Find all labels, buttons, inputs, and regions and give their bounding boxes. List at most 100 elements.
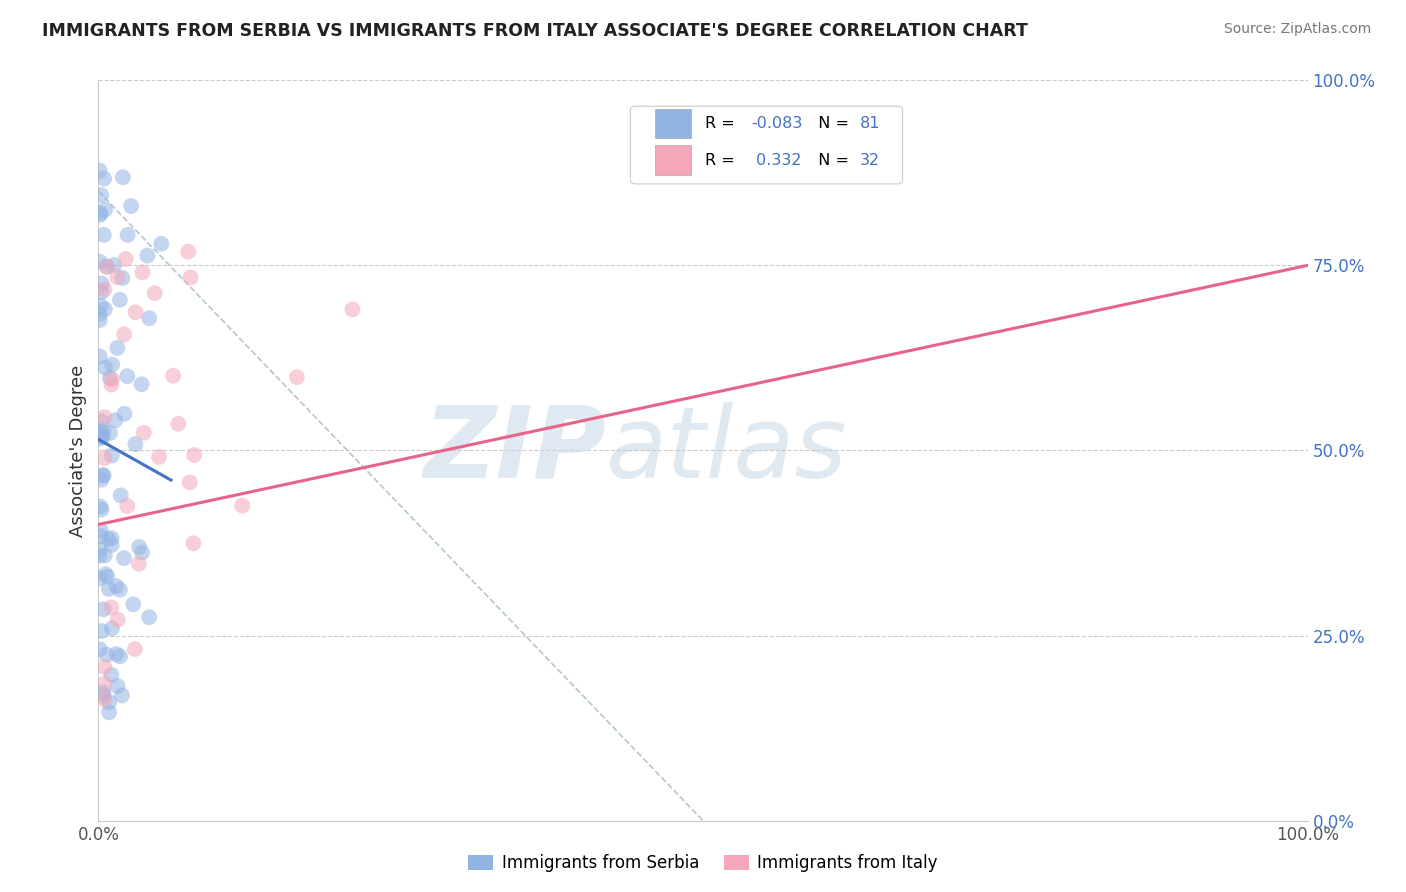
Text: N =: N =: [808, 153, 855, 168]
Point: [108, 293, 131, 307]
Point: [285, 370, 308, 384]
Text: R =: R =: [706, 116, 741, 131]
Point: [96, 260, 118, 274]
Point: [131, 377, 153, 392]
Point: [107, 613, 129, 627]
Point: [120, 199, 142, 213]
Point: [90, 473, 112, 487]
Point: [162, 368, 184, 383]
Point: [93, 410, 115, 425]
Point: [93, 602, 115, 616]
Point: [117, 499, 139, 513]
Point: [90, 529, 112, 543]
Point: [96, 648, 118, 662]
Point: [89, 432, 111, 446]
Point: [93, 171, 115, 186]
Point: [128, 540, 150, 554]
Point: [98, 705, 121, 719]
Point: [100, 531, 122, 545]
Point: [167, 417, 190, 431]
Point: [105, 270, 128, 285]
Point: [108, 582, 131, 597]
Point: [138, 311, 160, 326]
Point: [124, 642, 146, 657]
Point: [97, 582, 120, 596]
Point: [107, 679, 129, 693]
Text: IMMIGRANTS FROM SERBIA VS IMMIGRANTS FROM ITALY ASSOCIATE'S DEGREE CORRELATION C: IMMIGRANTS FROM SERBIA VS IMMIGRANTS FRO…: [42, 22, 1028, 40]
Point: [91, 468, 114, 483]
Point: [89, 206, 111, 220]
Point: [100, 600, 122, 615]
Point: [114, 252, 136, 266]
Point: [131, 265, 153, 279]
Point: [90, 524, 112, 538]
Point: [89, 349, 111, 363]
Point: [138, 610, 160, 624]
Point: [97, 532, 120, 546]
Point: [100, 668, 122, 682]
Point: [101, 372, 124, 386]
Text: 81: 81: [860, 116, 880, 131]
Point: [342, 302, 364, 317]
Point: [183, 536, 205, 550]
Point: [91, 685, 114, 699]
Text: ZIP: ZIP: [423, 402, 606, 499]
Legend: Immigrants from Serbia, Immigrants from Italy: Immigrants from Serbia, Immigrants from …: [461, 847, 945, 879]
Point: [89, 313, 111, 327]
Point: [89, 163, 111, 178]
Point: [89, 571, 111, 585]
Point: [90, 299, 112, 313]
FancyBboxPatch shape: [655, 145, 690, 175]
Point: [93, 423, 115, 437]
Point: [112, 551, 135, 566]
Point: [94, 202, 117, 217]
Point: [101, 621, 124, 635]
Point: [89, 208, 111, 222]
Point: [122, 598, 145, 612]
Point: [117, 227, 139, 242]
Point: [100, 449, 122, 463]
Point: [89, 542, 111, 557]
Point: [89, 307, 111, 321]
Point: [112, 327, 135, 342]
Point: [96, 260, 118, 274]
Point: [101, 358, 124, 372]
Point: [89, 642, 111, 657]
FancyBboxPatch shape: [655, 109, 690, 138]
Text: atlas: atlas: [606, 402, 848, 499]
Point: [105, 341, 128, 355]
Text: Source: ZipAtlas.com: Source: ZipAtlas.com: [1223, 22, 1371, 37]
Text: R =: R =: [706, 153, 741, 168]
Point: [98, 371, 121, 385]
Point: [179, 475, 201, 490]
Point: [231, 499, 253, 513]
Point: [143, 286, 166, 301]
Point: [183, 448, 205, 462]
Y-axis label: Associate's Degree: Associate's Degree: [69, 364, 87, 537]
Point: [93, 283, 115, 297]
Point: [94, 302, 117, 317]
Point: [128, 557, 150, 571]
Point: [111, 271, 134, 285]
Point: [90, 188, 112, 202]
Point: [111, 170, 134, 185]
Point: [89, 500, 111, 514]
Point: [136, 249, 159, 263]
Point: [105, 579, 128, 593]
Point: [98, 425, 121, 440]
Point: [89, 254, 111, 268]
Point: [100, 377, 122, 392]
Point: [104, 413, 127, 427]
Point: [91, 429, 114, 443]
Point: [93, 451, 115, 466]
Point: [103, 258, 125, 272]
Point: [110, 488, 132, 502]
Point: [93, 660, 115, 674]
Point: [150, 236, 173, 251]
Point: [131, 545, 153, 559]
Point: [148, 450, 170, 464]
Point: [112, 407, 135, 421]
Point: [111, 689, 134, 703]
Point: [100, 538, 122, 552]
Point: [90, 502, 112, 516]
